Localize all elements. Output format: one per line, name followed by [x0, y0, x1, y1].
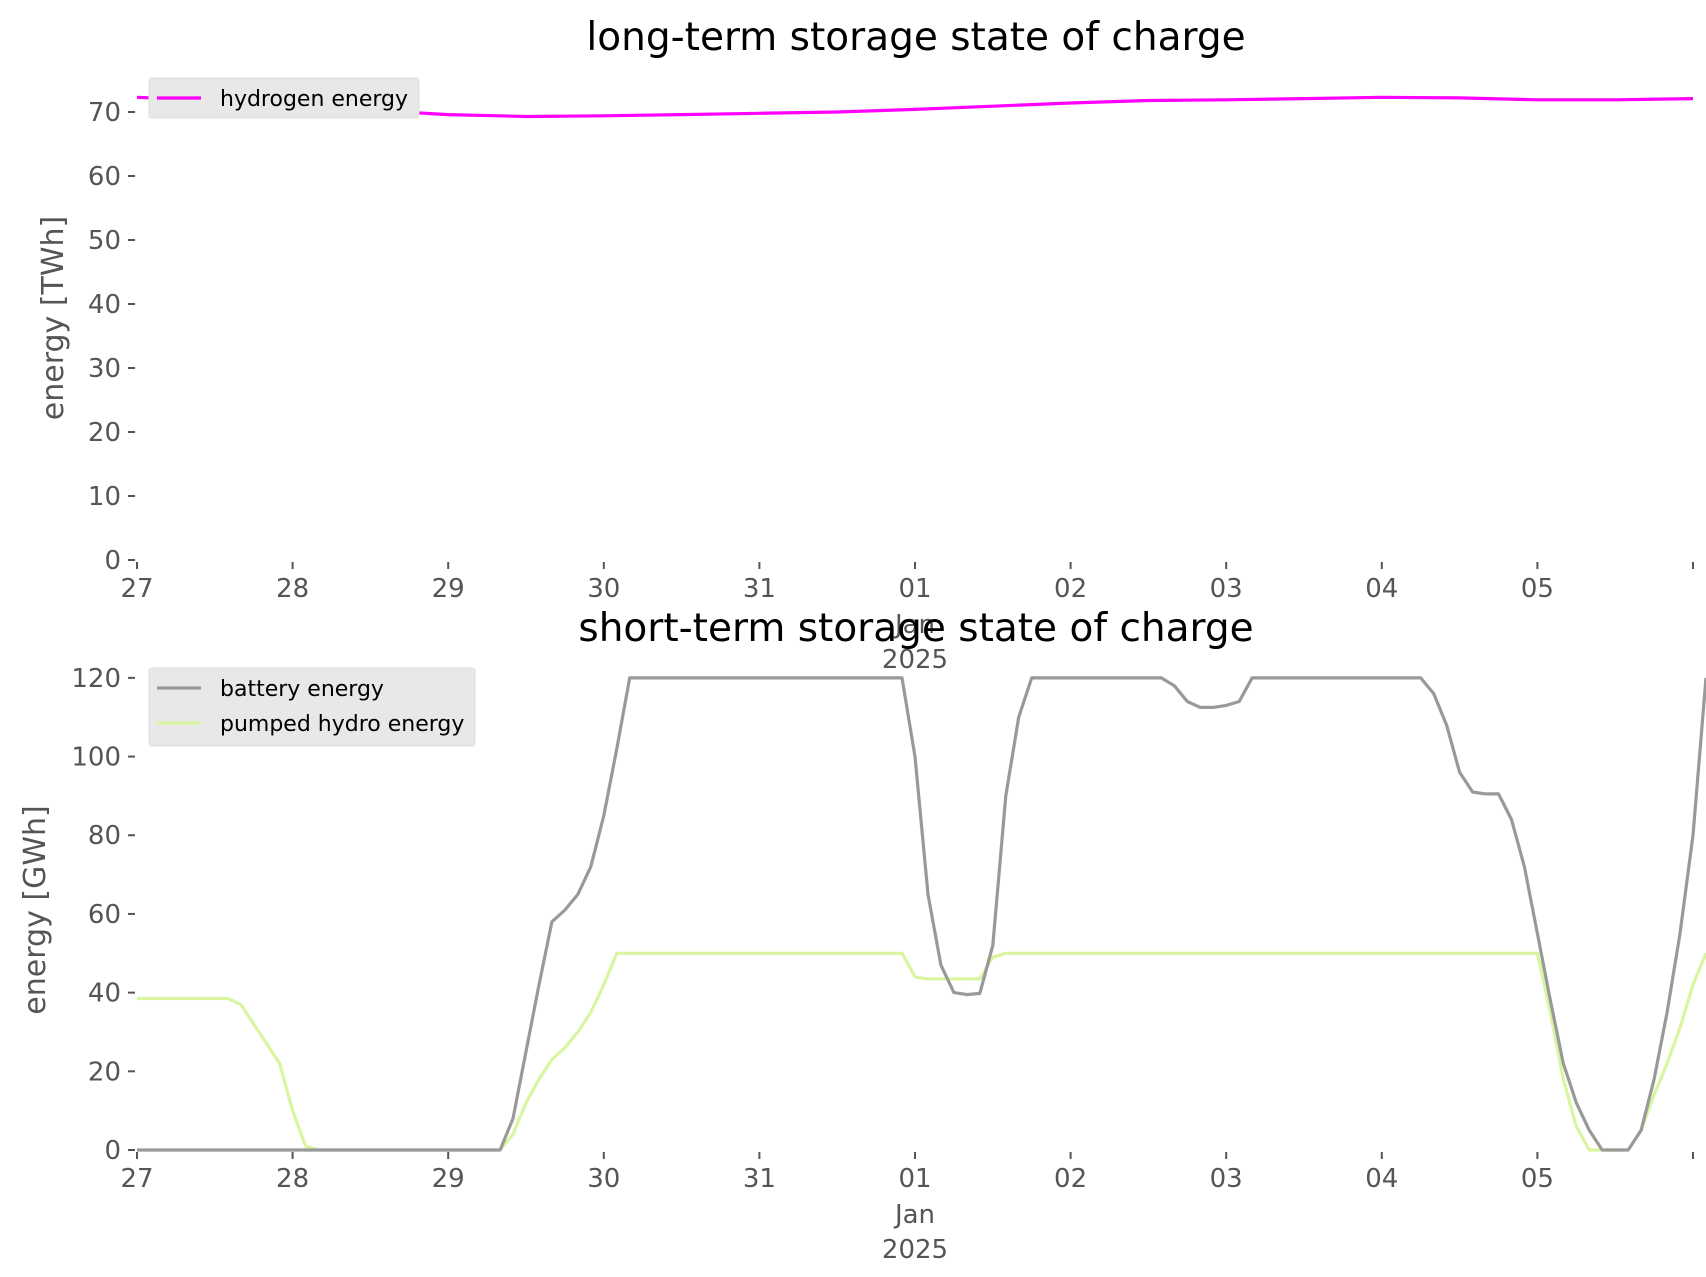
long-term-x-tick-label: 27: [120, 574, 153, 604]
short-term-y-tick-label: 120: [71, 664, 121, 694]
long-term-legend-box: [148, 77, 420, 119]
long-term-legend-label: hydrogen energy: [220, 87, 408, 112]
long-term-y-tick-label: 30: [88, 354, 121, 384]
long-term-x-tick-label: 28: [276, 574, 309, 604]
short-term-x-tick-label: 01: [898, 1164, 931, 1194]
short-term-x-ticks: 27 28 29 30 31 01 Jan 2025 02 03 04 05: [120, 1152, 1694, 1265]
short-term-x-tick-label: 02: [1054, 1164, 1087, 1194]
long-term-x-tick-label: 02: [1054, 574, 1087, 604]
long-term-x-tick-label: 29: [432, 574, 465, 604]
long-term-chart-title: long-term storage state of charge: [586, 15, 1245, 60]
long-term-x-tick-label: 01: [898, 574, 931, 604]
long-term-x-tick-label: 30: [587, 574, 620, 604]
short-term-x-tick-label: 28: [276, 1164, 309, 1194]
short-term-y-ticks: 0 20 40 60 80 100 120: [71, 664, 135, 1166]
long-term-x-tick-sublabel: 2025: [882, 645, 948, 675]
short-term-y-tick-label: 0: [104, 1136, 121, 1166]
short-term-x-tick-label: 29: [432, 1164, 465, 1194]
short-term-x-tick-label: 04: [1365, 1164, 1398, 1194]
short-term-x-tick-label: 31: [743, 1164, 776, 1194]
long-term-y-tick-label: 0: [104, 546, 121, 576]
long-term-y-tick-label: 60: [88, 162, 121, 192]
short-term-legend-box: [148, 667, 476, 747]
long-term-y-ticks: 0 10 20 30 40 50 60 70: [88, 98, 135, 576]
short-term-storage-panel: short-term storage state of charge energ…: [18, 606, 1706, 1265]
long-term-x-ticks: 27 28 29 30 31 01 Jan 2025 02 03 04 05: [120, 562, 1694, 675]
short-term-x-tick-label: 05: [1521, 1164, 1554, 1194]
long-term-x-tick-label: 03: [1210, 574, 1243, 604]
short-term-x-tick-label: 30: [587, 1164, 620, 1194]
short-term-legend-label: pumped hydro energy: [220, 712, 464, 737]
short-term-chart-title: short-term storage state of charge: [578, 606, 1253, 651]
long-term-x-tick-sublabel: Jan: [893, 610, 935, 640]
long-term-y-tick-label: 70: [88, 98, 121, 128]
short-term-legend-label: battery energy: [220, 677, 384, 702]
short-term-y-tick-label: 60: [88, 900, 121, 930]
long-term-x-tick-label: 31: [743, 574, 776, 604]
long-term-y-tick-label: 40: [88, 290, 121, 320]
short-term-series-line: [137, 676, 1706, 1152]
long-term-storage-panel: long-term storage state of charge energy…: [36, 15, 1694, 675]
short-term-legend: battery energy pumped hydro energy: [148, 667, 476, 747]
long-term-y-tick-label: 20: [88, 418, 121, 448]
short-term-x-tick-label: 27: [120, 1164, 153, 1194]
short-term-x-tick-sublabel: Jan: [893, 1200, 935, 1230]
long-term-y-tick-label: 10: [88, 482, 121, 512]
short-term-y-tick-label: 100: [71, 743, 121, 773]
long-term-y-axis-label: energy [TWh]: [36, 216, 71, 420]
short-term-series-lines: [137, 676, 1706, 1152]
short-term-y-axis-label: energy [GWh]: [18, 805, 53, 1014]
long-term-x-tick-label: 05: [1521, 574, 1554, 604]
long-term-legend: hydrogen energy: [148, 77, 420, 119]
short-term-y-tick-label: 40: [88, 979, 121, 1009]
short-term-x-tick-sublabel: 2025: [882, 1235, 948, 1265]
short-term-x-tick-label: 03: [1210, 1164, 1243, 1194]
short-term-y-tick-label: 80: [88, 821, 121, 851]
short-term-y-tick-label: 20: [88, 1057, 121, 1087]
long-term-x-tick-label: 04: [1365, 574, 1398, 604]
long-term-y-tick-label: 50: [88, 226, 121, 256]
